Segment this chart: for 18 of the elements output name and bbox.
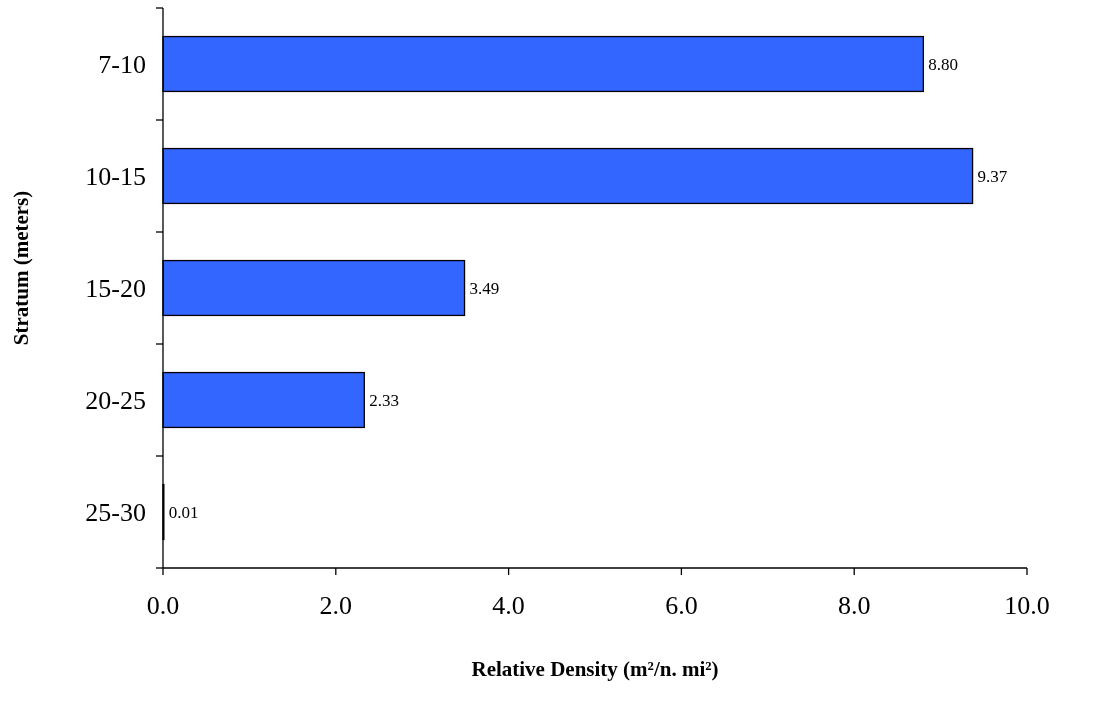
- x-tick-label: 8.0: [837, 591, 871, 620]
- x-tick-label: 6.0: [665, 591, 698, 620]
- x-axis-title: Relative Density (m²/n. mi²): [471, 657, 719, 681]
- y-axis-title: Stratum (meters): [9, 190, 33, 346]
- y-tick-label: 7-10: [98, 50, 146, 80]
- y-tick-label: 15-20: [85, 274, 146, 304]
- data-label: 0.01: [168, 502, 199, 522]
- x-tick-label: 2.0: [319, 591, 353, 620]
- x-tick-label: 10.0: [1004, 591, 1050, 620]
- x-tick-label: 4.0: [492, 591, 525, 620]
- data-label: 8.80: [928, 54, 959, 74]
- data-label: 9.37: [977, 166, 1008, 186]
- data-label: 3.49: [469, 278, 500, 298]
- x-tick-label: 0.0: [146, 591, 180, 620]
- data-label: 2.33: [369, 390, 400, 410]
- y-tick-label: 25-30: [85, 498, 146, 528]
- y-tick-label: 10-15: [85, 162, 146, 192]
- y-tick-label: 20-25: [85, 386, 146, 416]
